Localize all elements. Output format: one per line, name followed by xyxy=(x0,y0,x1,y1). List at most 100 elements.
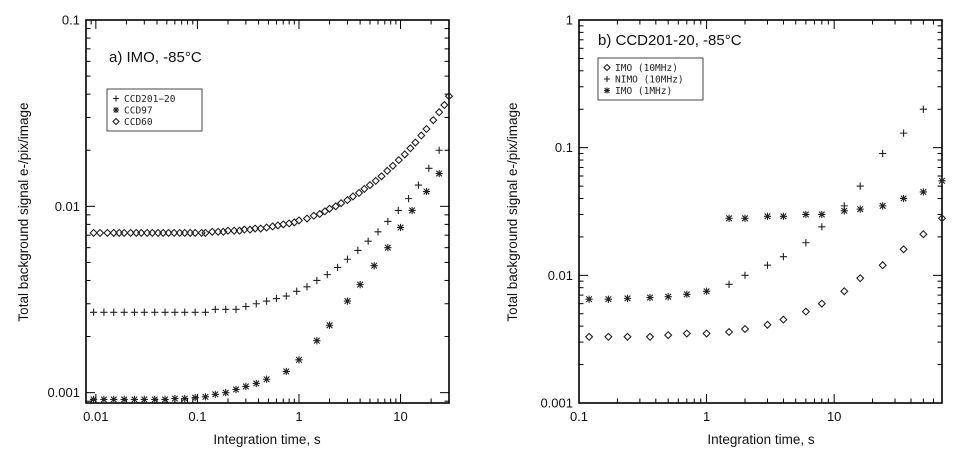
data-point-asterisk xyxy=(100,395,108,404)
data-point-diamond xyxy=(190,228,200,238)
y-tick-label: 0.01 xyxy=(548,268,573,283)
data-point-plus xyxy=(89,308,98,316)
data-point-diamond xyxy=(817,299,826,308)
data-point-diamond xyxy=(394,155,403,165)
data-point-asterisk xyxy=(604,295,613,303)
data-point-diamond xyxy=(223,226,233,235)
data-point-diamond xyxy=(336,198,346,208)
data-point-diamond xyxy=(365,180,375,190)
data-point-diamond xyxy=(354,188,364,198)
data-point-asterisk xyxy=(802,210,810,219)
data-point-diamond xyxy=(383,166,392,176)
data-point-diamond xyxy=(250,224,260,233)
data-point-asterisk xyxy=(370,262,378,270)
data-point-plus xyxy=(323,271,331,279)
data-point-plus xyxy=(919,105,927,113)
y-tick-label: 0.1 xyxy=(62,13,80,28)
data-point-diamond xyxy=(169,228,179,238)
data-point-diamond xyxy=(422,124,431,134)
data-point-asterisk xyxy=(356,281,364,289)
data-point-plus xyxy=(140,308,148,316)
legend-label: IMO (1MHz) xyxy=(615,86,672,97)
data-point-diamond xyxy=(95,228,105,238)
data-point-plus xyxy=(741,271,749,279)
data-point-asterisk xyxy=(295,356,303,364)
data-point-asterisk xyxy=(140,395,148,404)
data-point-asterisk xyxy=(664,293,672,301)
x-tick-label: 1 xyxy=(295,409,302,424)
data-point-diamond xyxy=(878,261,887,270)
data-point-diamond xyxy=(164,228,173,238)
data-point-plus xyxy=(343,255,352,263)
data-point-diamond xyxy=(899,245,908,254)
data-point-plus xyxy=(282,292,290,300)
data-point-plus xyxy=(211,305,219,313)
data-point-diamond xyxy=(937,214,947,223)
chart-panel-b: b) CCD201-20, -85°C Integration time, s … xyxy=(505,13,947,447)
data-point-diamond xyxy=(440,100,449,110)
data-point-asterisk xyxy=(435,169,443,178)
data-point-plus xyxy=(201,308,210,316)
data-point-diamond xyxy=(434,108,444,117)
data-point-diamond xyxy=(126,228,135,238)
data-point-diamond xyxy=(89,228,98,238)
data-point-asterisk xyxy=(725,214,733,222)
data-point-plus xyxy=(333,263,342,272)
data-point-asterisk xyxy=(879,202,887,210)
panel-a-y-axis-label: Total background signal e-/pix/image xyxy=(16,102,31,321)
data-point-diamond xyxy=(103,228,112,238)
data-point-asterisk xyxy=(683,290,691,298)
data-point-plus xyxy=(779,253,788,261)
data-point-plus xyxy=(435,146,443,154)
data-point-diamond xyxy=(229,226,239,235)
data-point-plus xyxy=(414,181,423,189)
data-point-plus xyxy=(120,308,128,316)
data-point-plus xyxy=(725,280,733,288)
data-point-asterisk xyxy=(211,390,219,398)
data-point-asterisk xyxy=(130,395,139,404)
data-point-diamond xyxy=(343,195,352,205)
data-point-plus xyxy=(293,287,301,295)
data-point-diamond xyxy=(411,138,420,147)
data-point-diamond xyxy=(444,92,454,101)
legend-box-b xyxy=(597,57,704,101)
data-point-asterisk xyxy=(171,394,179,403)
legend-label: CCD97 xyxy=(124,105,153,116)
data-point-diamond xyxy=(779,315,788,324)
data-point-plus xyxy=(802,239,810,247)
y-ticks-b xyxy=(579,19,942,404)
data-point-plus xyxy=(222,305,230,313)
data-point-asterisk xyxy=(343,297,352,305)
data-point-asterisk xyxy=(919,188,927,196)
data-point-asterisk xyxy=(242,382,250,391)
data-point-plus xyxy=(242,302,250,311)
data-point-diamond xyxy=(325,204,334,213)
data-point-plus xyxy=(130,308,139,316)
data-point-plus xyxy=(384,217,392,226)
panel-b-y-axis-label: Total background signal e-/pix/image xyxy=(505,102,520,321)
legend-marker-plus xyxy=(113,95,119,102)
data-point-plus xyxy=(161,308,169,316)
data-point-diamond xyxy=(763,320,772,329)
data-point-asterisk xyxy=(396,223,405,232)
y-ticks-a xyxy=(86,19,449,402)
data-point-diamond xyxy=(400,150,409,159)
data-point-diamond xyxy=(309,211,318,220)
panel-a-title: a) IMO, -85°C xyxy=(109,49,202,66)
data-point-asterisk xyxy=(818,210,826,219)
data-point-plus xyxy=(879,149,887,158)
legend-label: CCD60 xyxy=(124,117,153,128)
data-point-plus xyxy=(232,305,240,313)
x-tick-label: 1 xyxy=(703,409,710,424)
data-point-diamond xyxy=(702,329,711,338)
data-point-diamond xyxy=(180,228,189,238)
plot-frame-a xyxy=(85,19,450,404)
data-point-asterisk xyxy=(120,395,128,404)
data-point-asterisk xyxy=(408,206,416,215)
data-point-asterisk xyxy=(422,187,431,196)
data-point-asterisk xyxy=(779,212,788,220)
y-tick-label: 0.001 xyxy=(540,396,573,411)
data-point-diamond xyxy=(371,176,380,186)
